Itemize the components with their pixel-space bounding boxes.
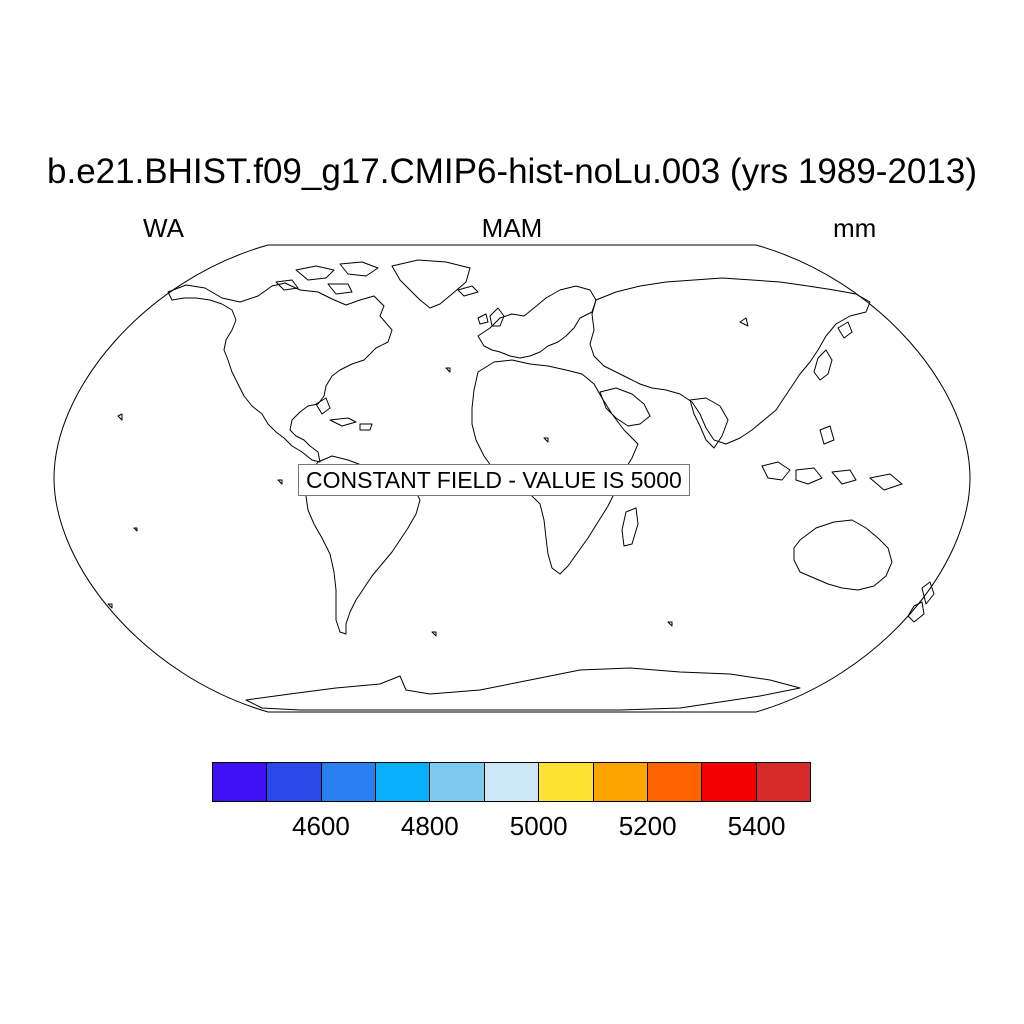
colorbar-tick-label: 4800: [400, 811, 459, 841]
map-title: b.e21.BHIST.f09_g17.CMIP6-hist-noLu.003 …: [47, 152, 977, 191]
colorbar-box: [484, 763, 540, 801]
coastline-antarctica: [245, 667, 801, 711]
coastline-southeast-asia: [761, 425, 903, 491]
colorbar: [212, 762, 811, 802]
colorbar-box: [702, 763, 757, 801]
coastline-small-islands: [107, 317, 749, 637]
colorbar-box: [213, 763, 268, 801]
variable-label: WA: [143, 213, 184, 243]
coastline-north-america: [167, 282, 393, 463]
coastline-arabia-india: [599, 387, 729, 449]
coastline-europe: [477, 285, 597, 359]
coastline-japan: [813, 321, 853, 381]
colorbar-tick-label: 4600: [291, 811, 350, 841]
colorbar-box: [539, 763, 594, 801]
colorbar-box: [756, 763, 810, 801]
coastline-british-isles: [457, 285, 505, 327]
coastline-greenland: [391, 259, 471, 309]
colorbar-box: [376, 763, 431, 801]
coastlines: [107, 259, 935, 711]
colorbar-tick-label: 5200: [618, 811, 677, 841]
colorbar-tick-label: 5400: [727, 811, 786, 841]
coastline-madagascar: [621, 507, 639, 547]
colorbar-labels: 4600 4800 5000 5200 5400: [212, 810, 811, 846]
constant-field-notice: CONSTANT FIELD - VALUE IS 5000: [298, 464, 690, 496]
season-label: MAM: [481, 213, 543, 243]
coastline-caribbean: [315, 397, 373, 431]
coastline-australia: [793, 519, 893, 591]
colorbar-box: [267, 763, 322, 801]
colorbar-box: [321, 763, 377, 801]
colorbar-tick-label: 5000: [509, 811, 568, 841]
colorbar-box: [593, 763, 648, 801]
colorbar-box: [430, 763, 485, 801]
units-label: mm: [833, 213, 877, 243]
coastline-new-zealand: [907, 581, 935, 623]
coastline-asia: [589, 277, 871, 445]
coastline-arctic-islands: [275, 261, 379, 295]
colorbar-box: [647, 763, 703, 801]
